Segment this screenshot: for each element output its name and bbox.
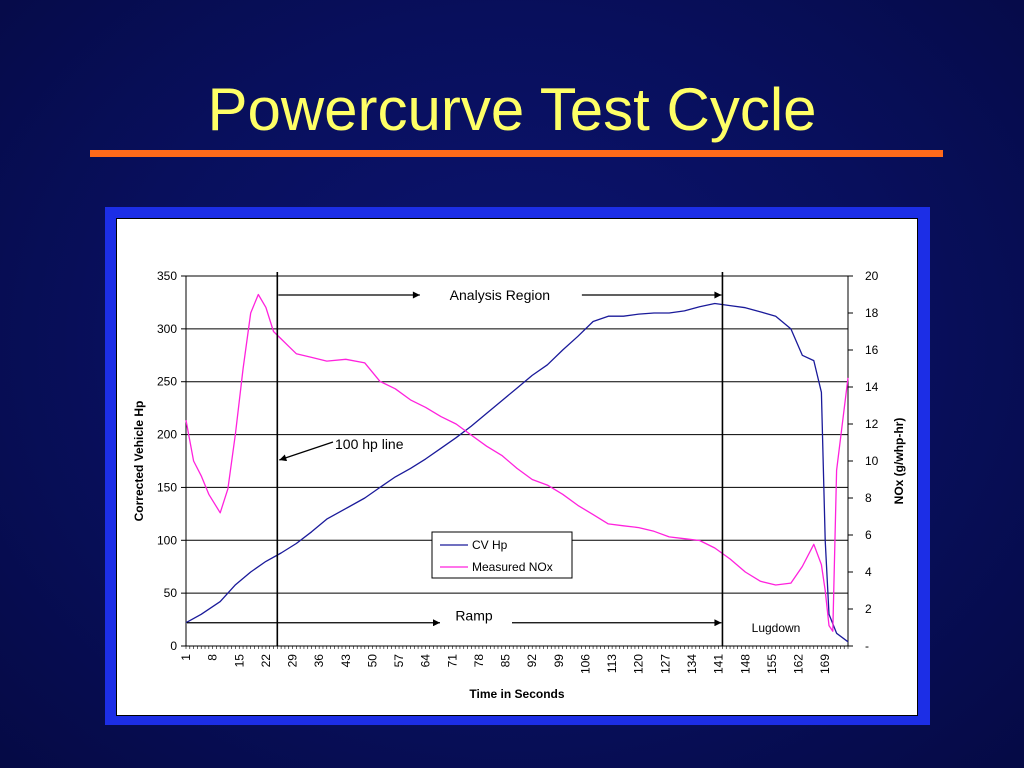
x-tick-label: 120	[632, 654, 646, 674]
x-tick-label: 113	[605, 654, 619, 673]
x-tick-label: 57	[392, 654, 406, 668]
y-axis-title: Corrected Vehicle Hp	[132, 401, 146, 522]
ramp-label: Ramp	[455, 608, 493, 624]
x-tick-label: 162	[792, 654, 806, 674]
gridlines	[186, 328, 848, 594]
y-tick-label: 0	[170, 639, 177, 653]
analysis-region-label: Analysis Region	[450, 287, 550, 303]
y2-tick-label: 14	[865, 380, 879, 394]
y-tick-label: 100	[157, 533, 177, 547]
y2-axis-title: NOx (g/whp-hr)	[892, 418, 906, 505]
y2-tick-label: 16	[865, 343, 879, 357]
x-axis-title: Time in Seconds	[469, 687, 564, 701]
y-tick-label: 250	[157, 375, 177, 389]
x-tick-label: 71	[445, 654, 459, 668]
x-tick-label: 155	[765, 654, 779, 674]
x-tick-label: 8	[206, 654, 220, 661]
x-tick-label: 99	[552, 654, 566, 668]
y2-tick-label: 4	[865, 565, 872, 579]
hp-line-arrow	[279, 441, 334, 462]
legend-box	[431, 531, 573, 579]
x-tick-label: 29	[286, 654, 300, 668]
y2-axis: - 2 4 6 8 10 12 14 16 18 20	[848, 269, 879, 653]
lugdown-label: Lugdown	[752, 621, 801, 635]
x-axis: 1 8 15 22 29 36 43 50 57 64 71 78 85 92 99 106 113 120 127…	[179, 646, 849, 674]
slide-title: Powercurve Test Cycle	[207, 76, 817, 143]
x-tick-label: 85	[499, 654, 513, 668]
x-tick-label: 15	[232, 654, 246, 668]
x-tick-label: 106	[578, 654, 592, 674]
y2-tick-label: 18	[865, 306, 879, 320]
y-tick-label: 200	[157, 428, 177, 442]
x-tick-label: 43	[339, 654, 353, 668]
y2-tick-label: 6	[865, 528, 872, 542]
x-tick-label: 127	[658, 654, 672, 674]
x-tick-label: 36	[312, 654, 326, 668]
y2-tick-label: 12	[865, 417, 879, 431]
series-line-cv-hp	[185, 302, 849, 643]
legend: CV Hp Measured NOx	[431, 531, 573, 579]
y-tick-label: 50	[164, 586, 178, 600]
legend-label-cv-hp: CV Hp	[472, 538, 508, 552]
x-tick-label: 148	[738, 654, 752, 674]
legend-label-measured-nox: Measured NOx	[472, 560, 553, 574]
y2-tick-label: -	[865, 639, 869, 653]
x-tick-label: 78	[472, 654, 486, 668]
x-tick-label: 64	[419, 654, 433, 668]
hp-line-label: 100 hp line	[335, 436, 404, 452]
chart-panel	[116, 218, 918, 716]
y-axis: 0 50 100 150 200 250 300 350	[157, 269, 186, 653]
x-tick-label: 92	[525, 654, 539, 668]
y-tick-label: 350	[157, 269, 177, 283]
x-tick-label: 141	[712, 654, 726, 674]
title-underline	[90, 150, 943, 157]
y2-tick-label: 8	[865, 491, 872, 505]
y2-tick-label: 2	[865, 602, 872, 616]
y-tick-label: 300	[157, 322, 177, 336]
analysis-region-annotation: Analysis Region	[278, 287, 722, 303]
plot-area	[185, 275, 849, 647]
x-tick-label: 22	[259, 654, 273, 668]
hp-line-callout: 100 hp line	[279, 436, 404, 462]
x-tick-label: 169	[818, 654, 832, 674]
ramp-annotation: Ramp	[187, 608, 722, 627]
series	[185, 293, 849, 643]
y2-tick-label: 20	[865, 269, 879, 283]
series-line-measured-nox	[185, 293, 849, 632]
x-tick-label: 50	[365, 654, 379, 668]
y-tick-label: 150	[157, 480, 177, 494]
x-tick-label: 1	[179, 654, 193, 661]
vertical-markers	[276, 272, 724, 646]
x-tick-label: 134	[685, 654, 699, 674]
y2-tick-label: 10	[865, 454, 879, 468]
